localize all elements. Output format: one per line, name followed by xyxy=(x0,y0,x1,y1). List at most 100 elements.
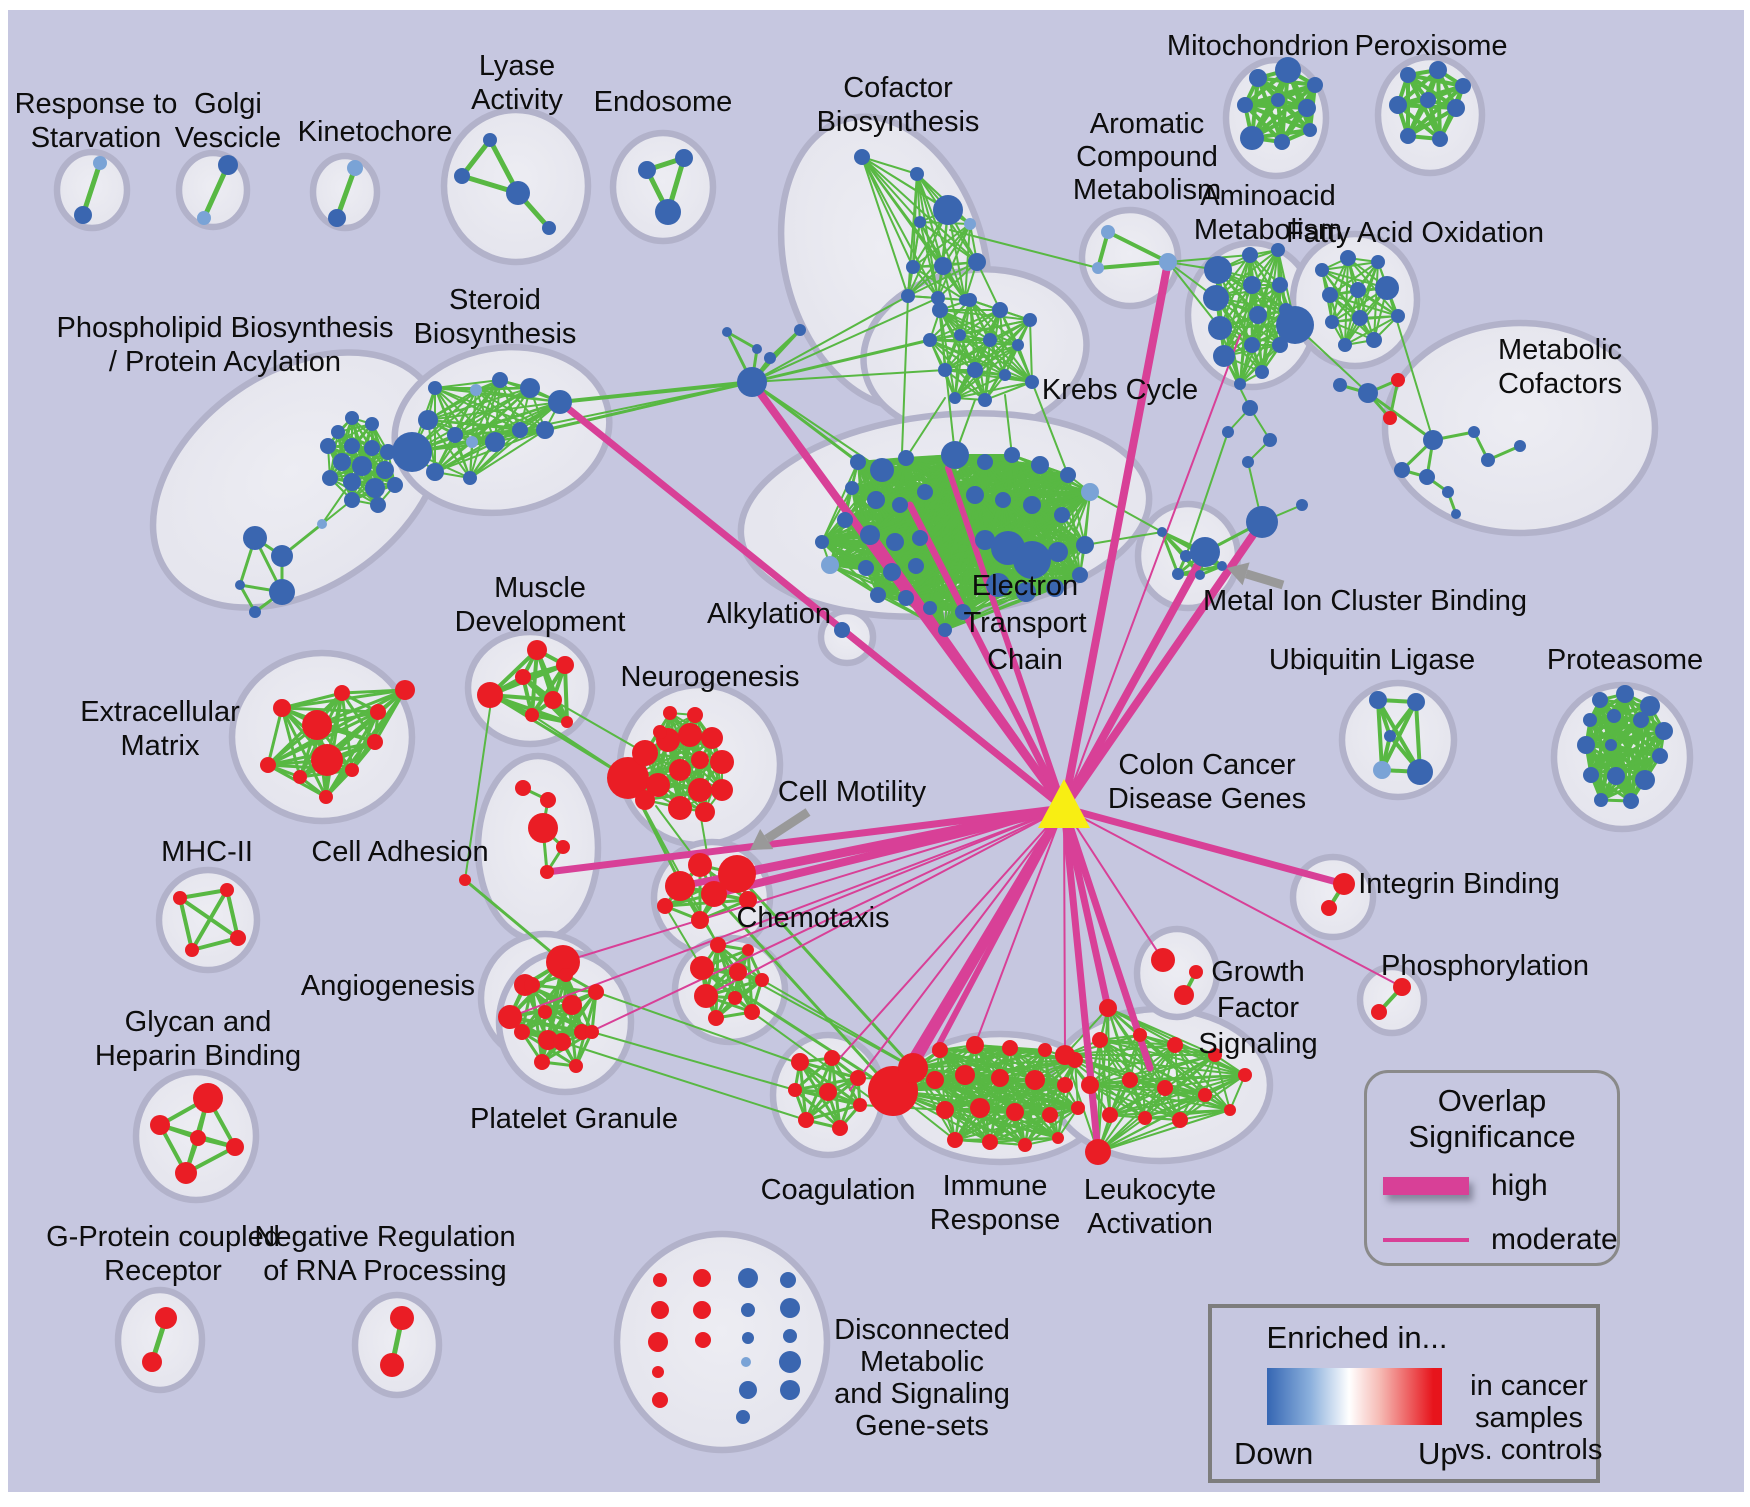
gene-set-node xyxy=(1052,1132,1064,1144)
gene-set-node xyxy=(1025,375,1039,389)
gene-set-node xyxy=(975,530,995,550)
green-edge xyxy=(1239,284,1253,385)
green-edge xyxy=(324,691,344,799)
gene-set-node xyxy=(365,417,379,431)
gene-set-node xyxy=(1042,1107,1058,1123)
cluster-label-aminoacid-metabolism: Metabolism xyxy=(1194,214,1342,246)
gene-set-node xyxy=(271,545,293,567)
gene-set-node xyxy=(638,161,656,179)
gene-set-node xyxy=(898,1053,928,1083)
gene-set-node xyxy=(991,1069,1009,1087)
green-edge xyxy=(427,401,561,421)
green-edge xyxy=(558,380,754,404)
gene-set-node xyxy=(1400,128,1416,144)
gene-set-node xyxy=(1271,243,1285,257)
gene-set-node xyxy=(142,1352,162,1372)
green-edge xyxy=(905,454,956,599)
gene-set-node xyxy=(230,930,246,946)
green-edge xyxy=(712,892,895,1093)
green-edge xyxy=(1250,83,1317,140)
gene-set-node xyxy=(992,302,1008,318)
gene-set-node xyxy=(1023,313,1037,327)
gene-set-node xyxy=(867,491,885,509)
green-edge xyxy=(869,491,926,536)
green-edge xyxy=(1107,1007,1181,1121)
green-edge xyxy=(595,991,796,1063)
green-edge xyxy=(329,477,379,506)
gene-set-node xyxy=(527,640,547,660)
green-edge xyxy=(869,454,956,536)
gene-set-node xyxy=(691,751,709,769)
gene-set-node xyxy=(546,945,580,979)
gene-set-node xyxy=(783,1329,797,1343)
cluster-label-cell-adhesion: Cell Adhesion xyxy=(311,836,488,868)
gene-set-node xyxy=(1054,507,1070,523)
green-edge xyxy=(959,319,1031,336)
cluster-ellipse-endosome xyxy=(609,129,717,245)
enrichment-context-label: in cancer samples vs. controls xyxy=(1455,1370,1603,1466)
gene-set-node xyxy=(376,461,394,479)
gene-set-node xyxy=(320,438,336,454)
gene-set-node xyxy=(540,865,554,879)
gene-set-node xyxy=(1102,1107,1118,1123)
green-edge xyxy=(1097,1054,1216,1153)
green-edge xyxy=(469,429,521,479)
gene-set-node xyxy=(1358,383,1378,403)
gene-set-node xyxy=(1275,57,1301,83)
gene-set-node xyxy=(447,427,463,443)
gene-set-node xyxy=(226,1138,244,1156)
green-edge xyxy=(1589,754,1662,777)
gene-set-node xyxy=(693,1301,711,1319)
green-edge xyxy=(1002,491,1091,501)
gene-set-node xyxy=(1038,1043,1052,1057)
gene-set-node xyxy=(1298,99,1316,117)
green-edge xyxy=(1107,1007,1111,1116)
gene-set-node xyxy=(1031,456,1049,474)
green-edge xyxy=(530,648,539,717)
cluster-label-growth-factor-signaling: Factor xyxy=(1217,992,1300,1024)
pink-edge-moderate xyxy=(849,807,1065,1091)
gene-set-node xyxy=(1195,570,1205,580)
pink-edge-moderate xyxy=(837,807,1065,1061)
gene-set-node xyxy=(343,473,361,491)
green-edge xyxy=(178,896,194,952)
enrichment-gradient-bar xyxy=(1267,1368,1442,1425)
gene-set-node xyxy=(544,691,562,709)
green-edge xyxy=(1406,106,1458,138)
green-edge xyxy=(857,461,867,569)
pink-edge-high xyxy=(1060,804,1112,1012)
gene-set-node xyxy=(328,209,346,227)
green-edge xyxy=(1584,718,1643,747)
gene-set-node xyxy=(780,1272,796,1288)
gene-set-node xyxy=(1055,1045,1075,1065)
cluster-label-glycan-heparin-binding: Glycan and xyxy=(125,1006,272,1038)
gene-set-node xyxy=(302,710,332,740)
pink-edge-moderate xyxy=(1063,807,1403,988)
green-edge xyxy=(1089,491,1163,533)
green-edge xyxy=(1031,504,1086,546)
green-edge xyxy=(350,710,380,772)
gene-set-node xyxy=(1004,447,1020,463)
cluster-label-chemotaxis: Chemotaxis xyxy=(736,902,889,934)
green-edge xyxy=(750,380,860,464)
gene-set-node xyxy=(955,1065,975,1085)
gene-set-node xyxy=(334,685,350,701)
cluster-label-mitochondrion: Mitochondrion xyxy=(1167,30,1349,62)
green-edge xyxy=(1096,260,1170,270)
gene-set-node xyxy=(319,790,333,804)
cluster-label-cell-motility: Cell Motility xyxy=(778,776,927,808)
gene-set-node xyxy=(632,740,658,766)
gene-set-node xyxy=(1238,1068,1252,1082)
gene-set-node xyxy=(701,881,727,907)
green-edge xyxy=(954,374,1006,399)
green-edge xyxy=(944,494,976,631)
gene-set-node xyxy=(1057,1077,1073,1093)
pink-edge-high xyxy=(1060,804,1102,1156)
enrichment-legend-title: Enriched in... xyxy=(1266,1320,1448,1355)
green-edge xyxy=(929,309,1001,341)
cluster-label-phospholipid-biosynthesis: / Protein Acylation xyxy=(109,346,341,378)
gene-set-node xyxy=(742,944,754,956)
gene-set-node xyxy=(454,168,470,184)
gene-set-node xyxy=(780,1298,800,1318)
